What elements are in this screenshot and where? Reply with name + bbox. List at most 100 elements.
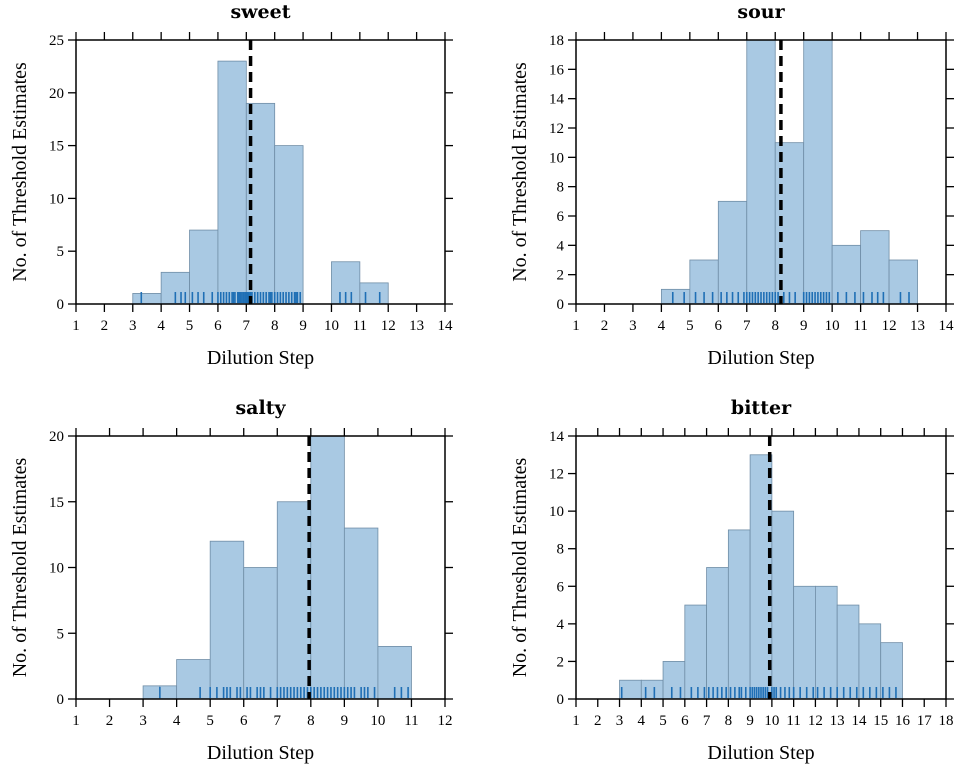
histogram-bar [860, 230, 890, 305]
y-tick-label: 25 [49, 33, 64, 49]
histogram-bar [142, 685, 161, 700]
x-tick-label: 1 [572, 713, 580, 729]
x-tick-label: 10 [825, 318, 840, 334]
plot-frame [575, 435, 947, 700]
y-tick-label: 0 [57, 297, 65, 313]
histogram-bar [343, 527, 379, 700]
x-tick-label: 10 [370, 713, 385, 729]
x-tick-label: 12 [882, 318, 897, 334]
y-tick-label: 15 [49, 139, 64, 155]
panel-sour: 1 2 3 4 5 6 7 8 9 10 11 12 13 14024681012141618sourDi… [509, 1, 954, 369]
x-tick-label: 6 [681, 713, 689, 729]
x-tick-label: 12 [438, 713, 453, 729]
histogram-bar [803, 39, 833, 305]
histogram-bar [888, 259, 918, 305]
chart-title: bitter [731, 397, 792, 419]
x-tick-label: 2 [601, 318, 609, 334]
y-tick-label: 14 [549, 92, 565, 108]
x-tick-label: 9 [299, 318, 307, 334]
y-tick-label: 15 [49, 495, 64, 511]
chart-title: sour [737, 1, 785, 23]
histogram-bar [274, 145, 304, 305]
x-tick-label: 5 [186, 318, 194, 334]
x-axis-label: Dilution Step [707, 742, 814, 764]
histogram-bar [793, 585, 816, 700]
x-tick-label: 14 [851, 713, 867, 729]
histogram-bar [189, 229, 219, 305]
histogram-bar [815, 585, 838, 700]
y-tick-label: 10 [49, 191, 64, 207]
histogram-bar [359, 282, 389, 305]
y-axis-label: No. of Threshold Estimates [509, 457, 531, 677]
x-tick-label: 10 [764, 713, 779, 729]
x-tick-label: 3 [129, 318, 137, 334]
x-tick-label: 8 [725, 713, 733, 729]
histogram-bar [640, 679, 664, 700]
y-tick-label: 14 [549, 429, 565, 445]
x-tick-label: 11 [786, 713, 800, 729]
x-axis-label: Dilution Step [707, 347, 814, 369]
x-tick-label: 14 [939, 318, 955, 334]
x-axis-label: Dilution Step [207, 347, 314, 369]
histogram-bar [717, 200, 748, 305]
y-tick-label: 10 [549, 504, 564, 520]
y-tick-label: 8 [557, 180, 565, 196]
y-tick-label: 8 [557, 542, 565, 558]
x-tick-label: 1 [572, 318, 580, 334]
x-tick-label: 9 [746, 713, 754, 729]
histogram-bar [662, 661, 686, 700]
x-tick-label: 13 [830, 713, 845, 729]
histogram-bar [159, 685, 178, 700]
plot-frame [575, 39, 947, 305]
y-tick-label: 4 [557, 238, 565, 254]
x-tick-label: 18 [939, 713, 954, 729]
x-tick-label: 7 [243, 318, 251, 334]
x-tick-label: 8 [771, 318, 779, 334]
x-tick-label: 4 [658, 318, 666, 334]
x-tick-label: 11 [353, 318, 367, 334]
x-tick-label: 2 [101, 318, 109, 334]
x-tick-label: 15 [873, 713, 888, 729]
x-tick-label: 4 [173, 713, 181, 729]
y-tick-label: 16 [549, 62, 565, 78]
y-tick-label: 5 [57, 626, 65, 642]
y-tick-label: 20 [49, 86, 64, 102]
y-axis-label: No. of Threshold Estimates [9, 62, 31, 282]
y-tick-label: 18 [549, 33, 564, 49]
histogram-bar [836, 604, 860, 700]
x-tick-label: 12 [808, 713, 823, 729]
histogram-bar [243, 567, 278, 700]
histogram-bar [684, 604, 707, 700]
histogram-bar [619, 679, 642, 700]
y-tick-label: 12 [549, 467, 564, 483]
histogram-bar [706, 567, 729, 700]
x-tick-label: 3 [629, 318, 637, 334]
histogram-bar [880, 642, 903, 700]
x-tick-label: 10 [324, 318, 339, 334]
y-tick-label: 6 [557, 579, 565, 595]
chart-title: salty [235, 397, 286, 419]
histogram-bar [217, 60, 247, 305]
x-tick-label: 9 [800, 318, 808, 334]
x-tick-label: 13 [409, 318, 424, 334]
x-tick-label: 13 [910, 318, 925, 334]
x-tick-label: 11 [853, 318, 867, 334]
x-tick-label: 16 [895, 713, 911, 729]
y-tick-label: 10 [549, 150, 564, 166]
plot-frame [75, 39, 446, 305]
y-tick-label: 4 [557, 617, 565, 633]
y-tick-label: 6 [557, 209, 565, 225]
histogram-bar [310, 435, 345, 700]
x-tick-label: 12 [381, 318, 396, 334]
x-tick-label: 9 [341, 713, 349, 729]
y-tick-label: 2 [557, 268, 565, 284]
x-tick-label: 1 [72, 713, 80, 729]
x-tick-label: 4 [157, 318, 165, 334]
y-tick-label: 10 [49, 561, 64, 577]
x-tick-label: 5 [659, 713, 667, 729]
y-axis-label: No. of Threshold Estimates [509, 62, 531, 282]
histogram-bar [176, 659, 211, 700]
histogram-bar [771, 510, 795, 700]
histogram-bar [746, 39, 776, 305]
